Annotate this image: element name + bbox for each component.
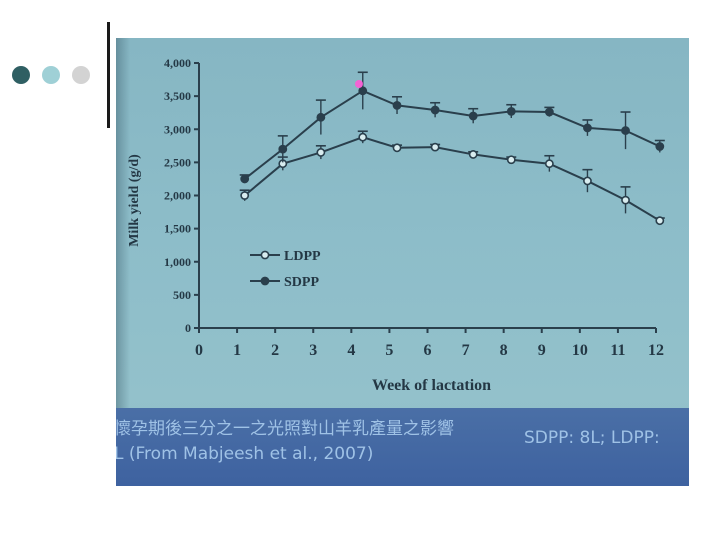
bullet-dot-1	[12, 66, 30, 84]
data-point-ldpp	[392, 143, 402, 153]
data-point-sdpp	[240, 174, 250, 184]
y-axis-title: Milk yield (g/d)	[127, 154, 142, 247]
legend-marker-sdpp	[260, 276, 270, 286]
data-point-sdpp	[468, 111, 478, 121]
milk-yield-chart: 0 500 1,000 1,500 2,000 2,500 3,000 3,500 4,000 0…	[127, 56, 665, 394]
data-point-ldpp	[316, 148, 326, 157]
bullet-dot-2	[42, 66, 60, 84]
x-tick-label: 5	[385, 342, 393, 359]
legend-marker-ldpp	[260, 250, 270, 260]
y-tick-label: 1,000	[164, 255, 191, 269]
data-point-ldpp	[430, 142, 440, 152]
caption-chinese: 懷孕期後三分之一之光照對山羊乳產量之影響	[116, 419, 454, 439]
y-tick-label: 2,000	[164, 189, 191, 203]
x-tick-label: 2	[271, 342, 279, 359]
data-point-sdpp	[316, 112, 326, 122]
x-axis-title: Week of lactation	[372, 377, 491, 394]
y-tick-label: 3,500	[164, 89, 191, 103]
data-point-ldpp	[655, 216, 665, 226]
x-tick-label: 11	[610, 342, 625, 359]
y-tick-label: 4,000	[164, 56, 191, 70]
data-point-sdpp	[583, 123, 592, 133]
data-point-sdpp	[278, 144, 288, 154]
y-tick-label: 500	[173, 288, 191, 302]
data-point-sdpp	[621, 126, 630, 135]
legend-label-sdpp: SDPP	[284, 275, 319, 290]
legend-label-ldpp: LDPP	[284, 249, 321, 264]
data-point-sdpp	[655, 142, 665, 151]
data-point-ldpp	[544, 159, 554, 169]
caption-right: SDPP: 8L; LDPP:	[524, 428, 660, 448]
y-tick-label: 0	[185, 321, 191, 335]
x-tick-label: 0	[195, 342, 203, 359]
x-tick-label: 10	[572, 342, 588, 359]
x-tick-label: 3	[309, 342, 317, 359]
bullet-dot-3	[72, 66, 90, 84]
x-tick-label: 4	[347, 342, 355, 359]
data-point-ldpp	[506, 155, 516, 165]
y-tick-label: 3,000	[164, 122, 191, 136]
data-point-ldpp	[240, 191, 250, 200]
series-line-ldpp	[244, 136, 661, 222]
data-point-ldpp	[621, 195, 630, 205]
data-point-ldpp	[358, 132, 368, 142]
x-tick-label: 1	[233, 342, 241, 359]
caption-band: 懷孕期後三分之一之光照對山羊乳產量之影響 SDPP: 8L; LDPP: L (…	[116, 408, 689, 486]
chart-photo: 0 500 1,000 1,500 2,000 2,500 3,000 3,500 4,000 0…	[116, 38, 689, 486]
x-tick-label: 12	[648, 342, 664, 359]
photo-edge-shade	[116, 38, 130, 486]
bullet-dots	[12, 66, 90, 84]
data-point-ldpp	[468, 150, 478, 159]
x-tick-label: 8	[500, 342, 508, 359]
data-point-ldpp	[583, 176, 592, 186]
data-point-sdpp	[544, 107, 554, 117]
caption-citation: L (From Mabjeesh et al., 2007)	[116, 444, 374, 464]
series-line-sdpp	[244, 89, 661, 180]
x-tick-label: 6	[424, 342, 432, 359]
x-tick-label: 7	[462, 342, 470, 359]
y-tick-label: 2,500	[164, 155, 191, 169]
data-point-sdpp	[358, 86, 368, 96]
title-divider	[107, 22, 110, 128]
y-tick-label: 1,500	[164, 222, 191, 236]
data-point-sdpp	[506, 106, 516, 116]
x-tick-label: 9	[538, 342, 546, 359]
data-point-sdpp	[392, 101, 402, 110]
laser-pointer-dot	[355, 80, 363, 88]
data-point-sdpp	[430, 105, 440, 115]
